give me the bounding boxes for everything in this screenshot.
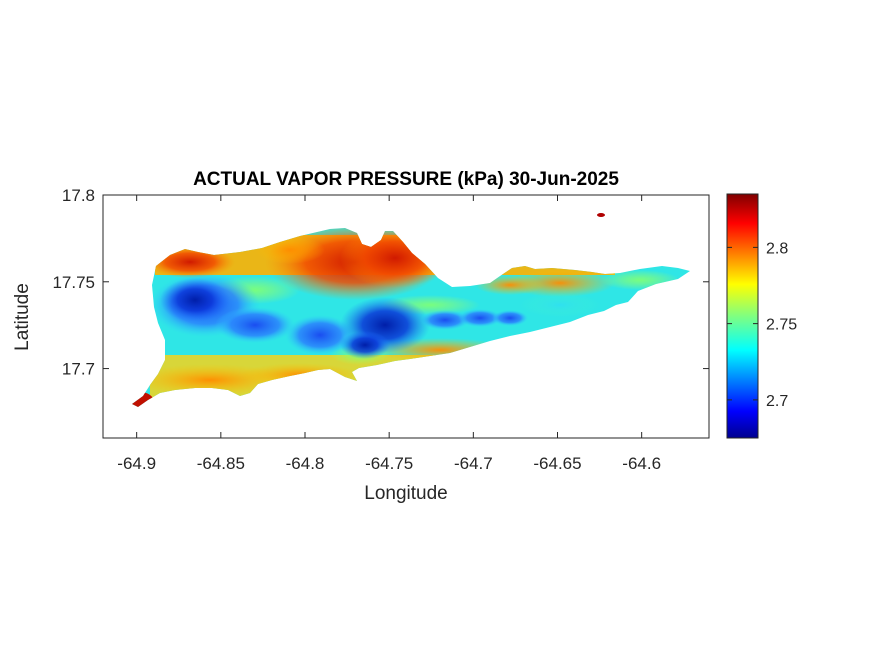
colorbar-tick-label: 2.75 (766, 317, 797, 334)
x-tick-label: -64.8 (286, 454, 325, 473)
x-tick-label: -64.6 (622, 454, 661, 473)
y-tick-label: 17.7 (62, 360, 95, 379)
x-tick-label: -64.65 (533, 454, 581, 473)
x-tick-label: -64.9 (117, 454, 156, 473)
colorbar-ticks: 2.7 2.75 2.8 (727, 240, 797, 410)
x-tick-label: -64.75 (365, 454, 413, 473)
x-axis: -64.9 -64.85 -64.8 -64.75 -64.7 -64.65 -64.6 (117, 195, 661, 473)
y-tick-label: 17.75 (52, 273, 95, 292)
y-axis: 17.7 17.75 17.8 (52, 186, 709, 379)
x-tick-label: -64.85 (197, 454, 245, 473)
colorbar: 2.7 2.75 2.8 (726, 193, 797, 439)
chart-title: ACTUAL VAPOR PRESSURE (kPa) 30-Jun-2025 (193, 169, 619, 190)
x-axis-label: Longitude (364, 483, 447, 504)
y-axis-label: Latitude (12, 283, 33, 351)
islet (597, 213, 605, 217)
y-tick-label: 17.8 (62, 186, 95, 205)
colorbar-gradient (726, 193, 759, 439)
colorbar-tick-label: 2.8 (766, 240, 788, 257)
x-tick-label: -64.7 (454, 454, 493, 473)
colorbar-tick-label: 2.7 (766, 393, 788, 410)
